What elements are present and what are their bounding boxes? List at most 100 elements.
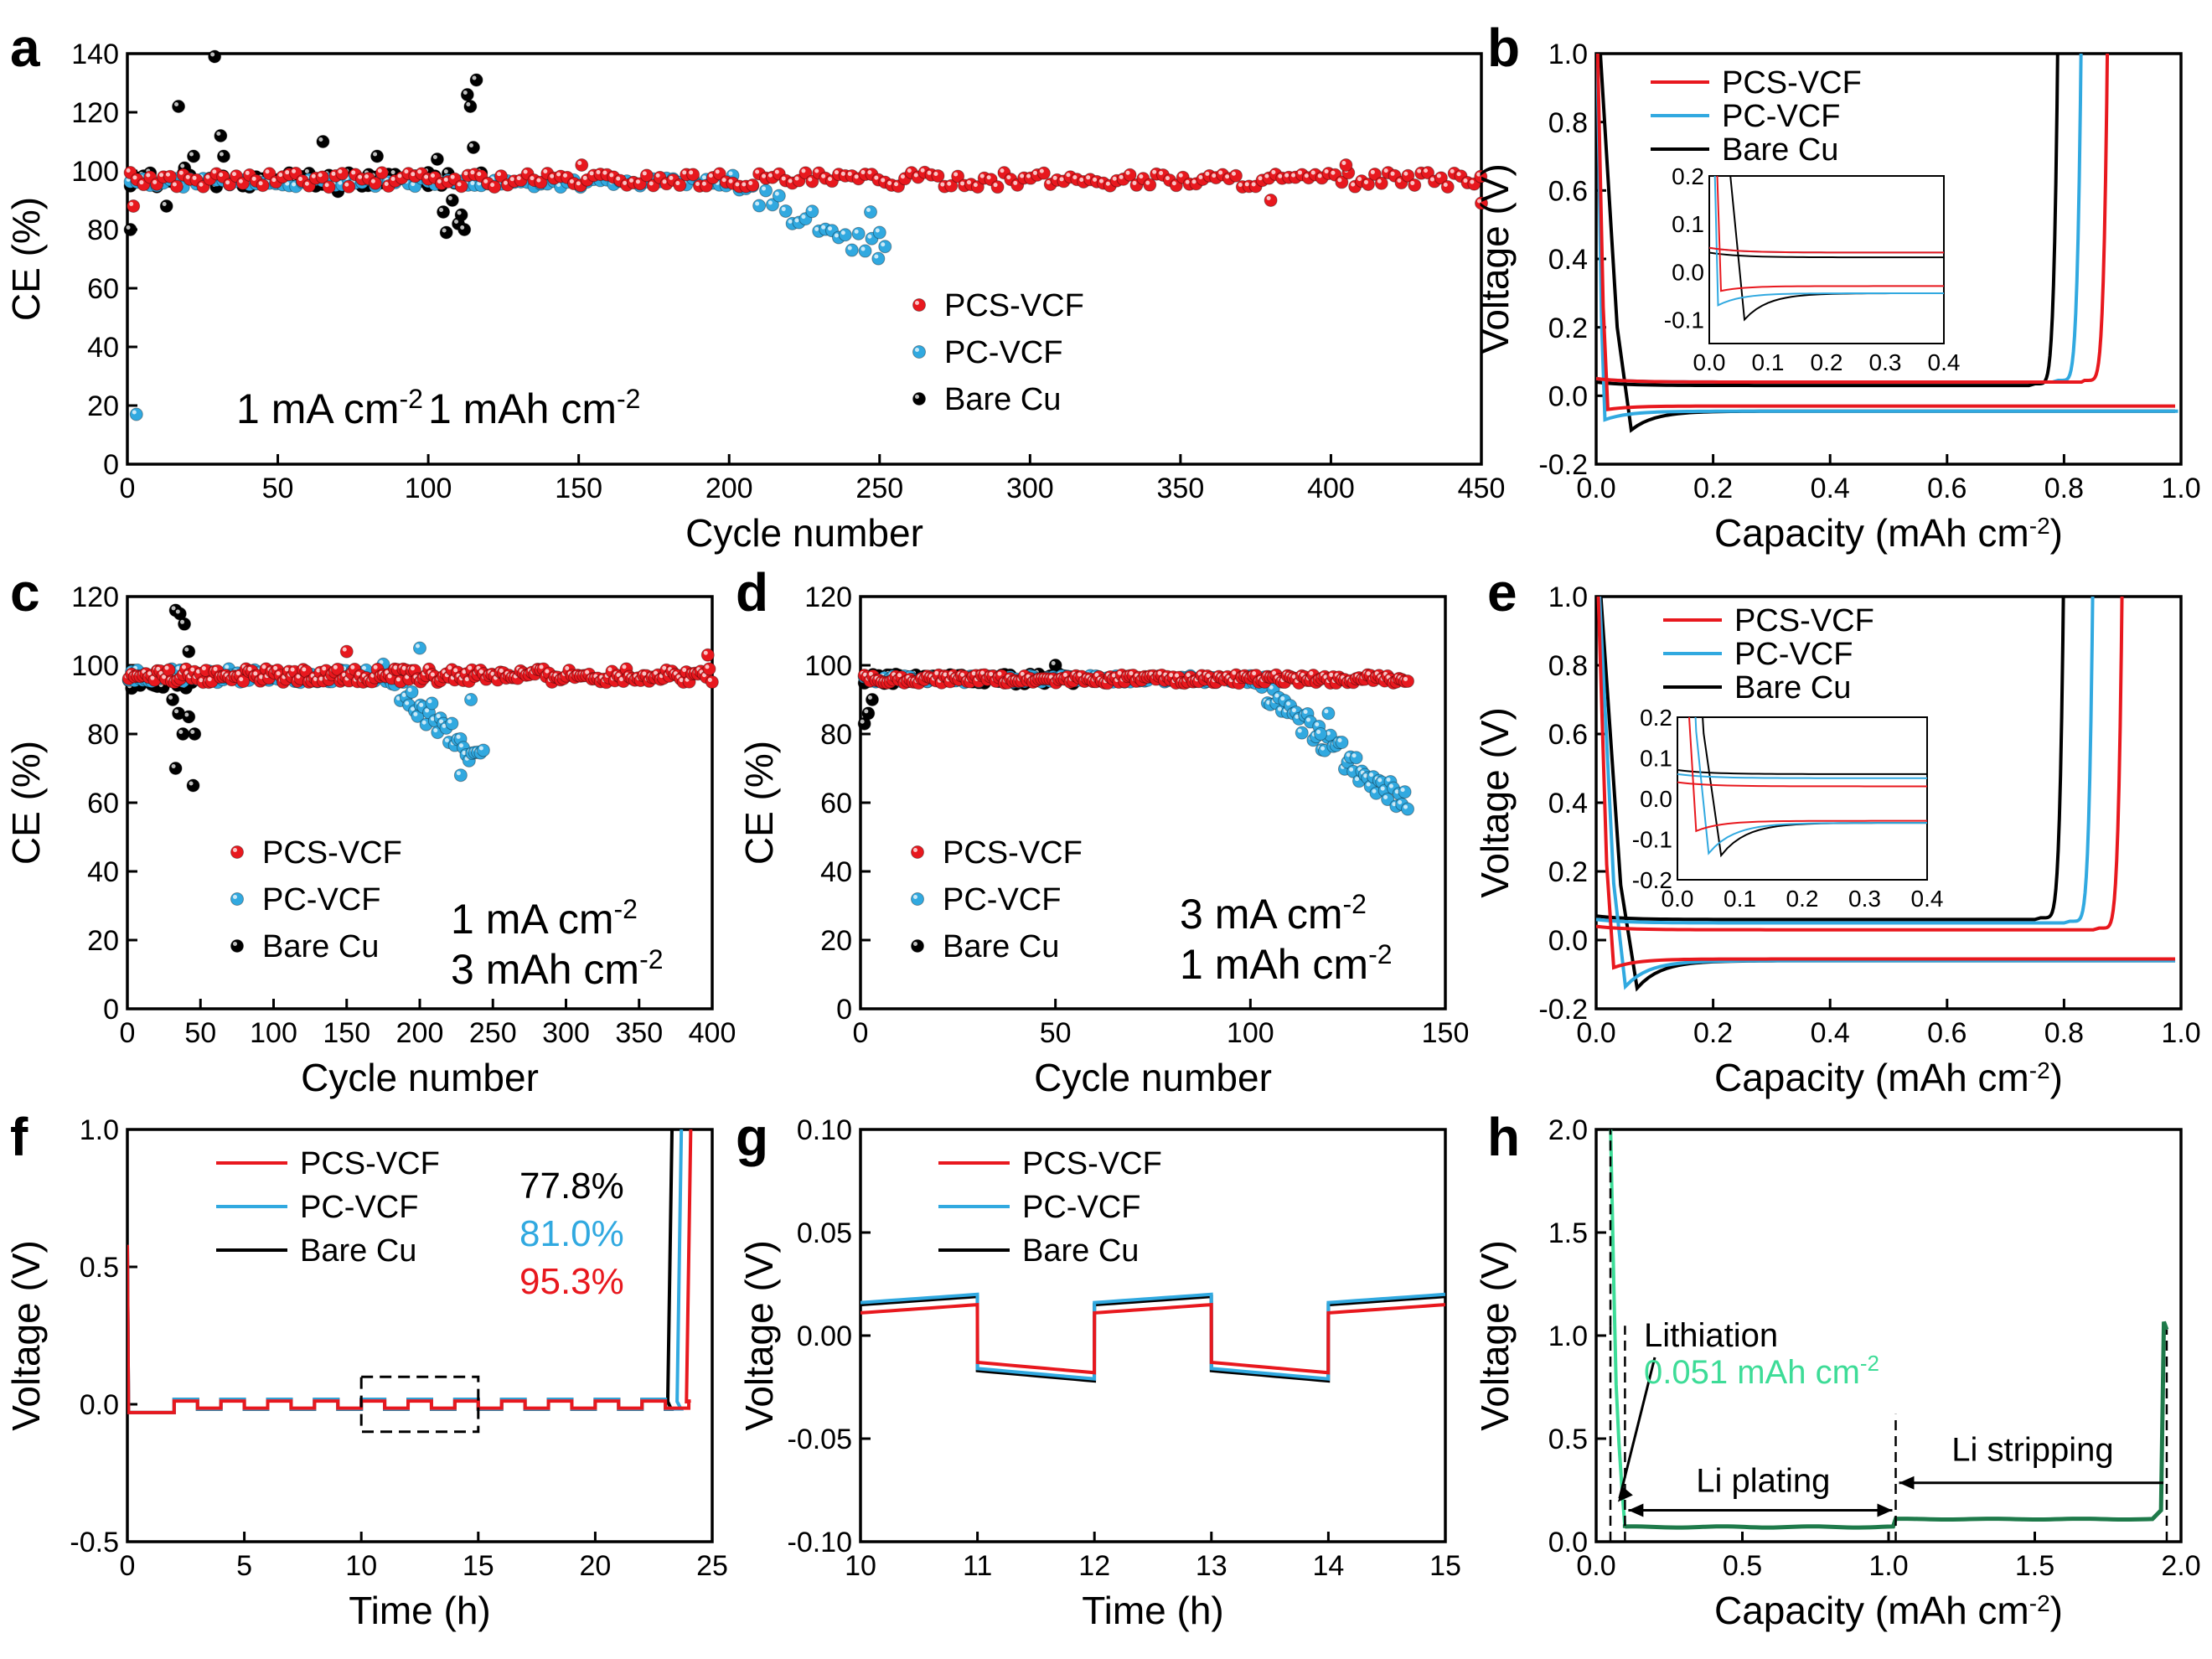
data-point-pcs-vcf-shine	[1337, 178, 1342, 183]
data-point-pc-vcf-shine	[875, 228, 880, 233]
y-tick-label: 80	[87, 214, 119, 246]
data-point-pcs-vcf-shine	[271, 178, 276, 183]
data-point-pc-vcf-shine	[1269, 685, 1274, 690]
data-point-pcs-vcf-shine	[395, 677, 401, 682]
data-point-bare-cu	[172, 706, 186, 721]
data-point-pcs-vcf-shine	[947, 181, 952, 186]
data-point-pc-vcf-shine	[395, 695, 401, 700]
inset-y-tick-label: 0.2	[1640, 705, 1672, 731]
data-point-pcs-vcf-shine	[1026, 173, 1031, 178]
data-point-pcs-vcf-shine	[762, 173, 767, 178]
data-point-pcs-vcf-shine	[377, 168, 382, 173]
data-point-pcs-vcf-shine	[808, 177, 813, 182]
data-point-pc-vcf-shine	[801, 214, 806, 220]
data-point-pcs-vcf-shine	[1476, 172, 1481, 177]
data-point-pcs-vcf-shine	[966, 180, 971, 185]
lithiation-curve	[1609, 1129, 1627, 1528]
y-tick-label: 120	[71, 581, 119, 613]
data-point-pcs-vcf-shine	[1377, 178, 1382, 183]
data-point-bare-cu-shine	[472, 75, 477, 80]
x-tick-label: 350	[1157, 473, 1205, 504]
data-point-pc-vcf-shine	[834, 233, 839, 238]
data-point-pc-vcf-shine	[1315, 721, 1320, 726]
data-point-pcs-vcf-shine	[401, 665, 406, 670]
data-point-bare-cu-shine	[219, 152, 224, 157]
data-point-pcs-vcf-shine	[979, 670, 985, 675]
data-point-pcs-vcf-shine	[523, 169, 528, 174]
data-point-pcs-vcf-shine	[707, 678, 712, 683]
arrow-head	[1899, 1476, 1915, 1490]
y-tick-label: 0.5	[1548, 1424, 1588, 1455]
data-point-pcs-vcf-shine	[1145, 180, 1150, 185]
data-point-pc-vcf-shine	[701, 175, 706, 180]
x-tick-label: 5	[236, 1550, 252, 1582]
panel-label: a	[10, 18, 40, 78]
y-tick-label: -0.05	[788, 1424, 853, 1455]
y-tick-label: 1.0	[80, 1114, 119, 1146]
legend-marker-shine	[233, 942, 237, 946]
data-point-pc-vcf-shine	[361, 665, 366, 670]
data-point-bare-cu	[216, 149, 230, 163]
data-point-pcs-vcf-shine	[453, 668, 458, 673]
data-point-pc-vcf	[1295, 726, 1309, 740]
data-point-pc-vcf-shine	[436, 714, 441, 719]
data-point-pcs-vcf-shine	[417, 169, 422, 174]
data-point-pcs-vcf-shine	[450, 174, 455, 179]
data-point-pcs-vcf-shine	[801, 168, 806, 173]
data-point-pc-vcf	[878, 240, 892, 254]
data-point-pcs-vcf-shine	[701, 181, 706, 186]
data-point-pcs-vcf-shine	[1125, 170, 1130, 175]
data-point-pcs-vcf-shine	[649, 181, 654, 186]
data-point-pcs-vcf-shine	[238, 178, 243, 183]
data-point-pc-vcf-shine	[456, 771, 461, 776]
y-tick-label: 20	[87, 390, 119, 422]
data-point-pc-vcf-shine	[430, 716, 435, 721]
data-point-pc-vcf	[445, 716, 459, 731]
x-tick-label: 0.6	[1927, 1017, 1967, 1049]
data-point-pcs-vcf-shine	[1424, 168, 1429, 173]
data-point-pcs-vcf	[990, 180, 1005, 194]
x-tick-label: 0.8	[2044, 473, 2084, 504]
x-tick-label: 0	[120, 1550, 136, 1582]
legend-label: PCS-VCF	[944, 288, 1084, 323]
data-point-pc-vcf	[858, 244, 872, 258]
arrow-head	[1877, 1503, 1893, 1517]
inset-x-tick-label: 0.1	[1724, 886, 1756, 912]
data-point-pc-vcf-shine	[861, 246, 866, 251]
data-point-pcs-vcf-shine	[265, 169, 270, 174]
data-point-pcs-vcf	[162, 663, 176, 677]
data-point-bare-cu-shine	[171, 764, 176, 768]
inset-series-plating	[1688, 717, 1927, 833]
data-point-pc-vcf-shine	[413, 711, 418, 716]
data-point-bare-cu	[316, 135, 330, 148]
data-point-pcs-vcf-shine	[1304, 173, 1309, 178]
data-point-pc-vcf-shine	[874, 254, 879, 259]
data-point-pcs-vcf-shine	[356, 671, 361, 676]
data-point-pcs-vcf-shine	[462, 669, 467, 674]
condition-annotation-2: 1 mAh cm-2	[1180, 939, 1393, 988]
data-point-bare-cu-shine	[454, 220, 459, 224]
data-point-pcs-vcf-shine	[828, 177, 833, 182]
inset-series-plating	[1713, 176, 1944, 307]
x-axis-label: Cycle number	[1034, 1056, 1272, 1099]
data-point-pcs-vcf-shine	[539, 664, 544, 669]
data-point-pc-vcf-shine	[1274, 693, 1279, 698]
data-point-pcs-vcf-shine	[708, 173, 713, 178]
inset-y-tick-label: 0.2	[1672, 163, 1704, 189]
x-tick-label: 250	[855, 473, 903, 504]
data-point-pcs-vcf-shine	[304, 181, 309, 186]
data-point-pc-vcf-shine	[1351, 753, 1357, 758]
data-point-pcs-vcf-shine	[251, 176, 256, 181]
data-point-bare-cu-shine	[463, 90, 468, 95]
data-point-pcs-vcf-shine	[814, 168, 819, 173]
data-point-bare-cu	[182, 644, 196, 659]
series-pcs-vcf-stripping	[1596, 54, 2110, 384]
data-point-pcs-vcf-shine	[464, 677, 469, 682]
data-point-pc-vcf	[1401, 802, 1415, 816]
y-tick-label: 0.05	[797, 1217, 852, 1249]
data-point-pc-vcf-shine	[1400, 788, 1405, 793]
condition-annotation-1: 3 mA cm-2	[1180, 889, 1367, 938]
y-tick-label: -0.2	[1538, 994, 1588, 1026]
legend-marker	[230, 892, 244, 906]
data-point-pcs-vcf-shine	[302, 667, 307, 672]
